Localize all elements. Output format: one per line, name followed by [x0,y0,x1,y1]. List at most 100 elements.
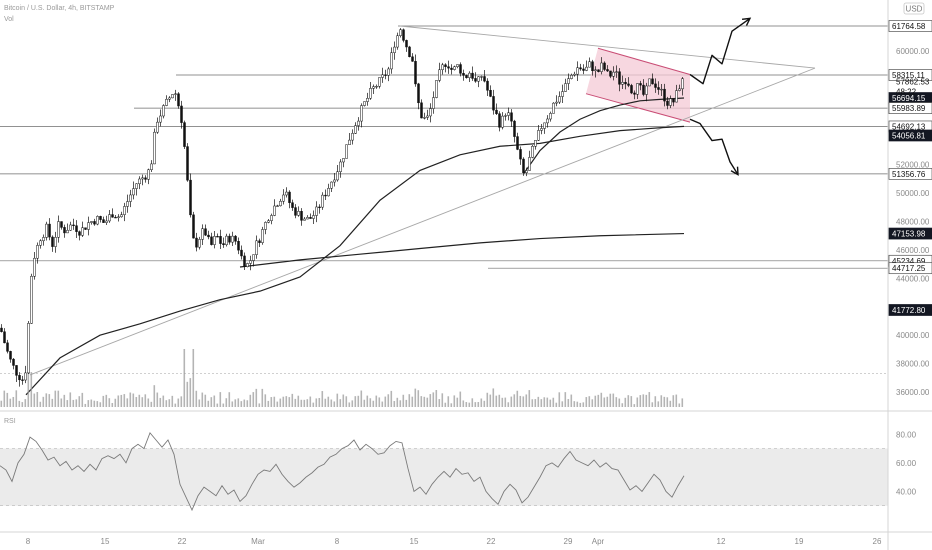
candle-body [633,92,636,95]
price-tick-label: 46000.00 [896,246,930,255]
price-tag-label: 54692.13 [892,122,926,131]
candle-body [429,108,432,117]
price-tag-box [888,262,932,275]
candle-body [42,237,45,242]
volume-bar [264,394,267,407]
candle-body [336,171,339,181]
candle-body [117,216,120,218]
candle-body [24,372,27,381]
candle-body [402,29,405,41]
volume-bar [39,401,42,407]
volume-bar [183,349,186,407]
candle-body [420,102,423,119]
price-axis: 36000.00 38000.00 40000.00 44000.00 46000.00… [887,0,932,550]
candle-body [15,365,18,376]
candle-body [468,72,471,78]
candle-body [579,67,582,70]
price-tag-label: 44717.25 [892,264,926,273]
candle-body [294,207,297,216]
price-tag-label: 41772.80 [892,306,926,315]
candle-body [615,71,618,73]
volume-bar [303,399,306,407]
volume-bar [678,403,681,407]
volume-bar [480,398,483,407]
candle-body [597,69,600,72]
volume-bar [558,392,561,407]
currency-box[interactable] [903,2,925,15]
volume-bar [570,394,573,407]
volume-bar [582,402,585,407]
candle-body [66,229,69,234]
volume-bar [171,395,174,407]
rsi-tick-label: 80.00 [896,430,917,439]
candle-body [273,205,276,216]
volume-bar [159,397,162,407]
candle-body [525,170,528,173]
volume-bar [462,400,465,407]
volume-bar [372,400,375,407]
volume-bar [525,394,528,407]
volume-bar [210,397,213,407]
volume-bar [6,392,9,407]
candle-body [93,221,96,225]
candle-body [624,81,627,85]
candle-body [588,61,591,68]
candle-body [249,260,252,264]
volume-bar [654,396,657,407]
candle-body [603,62,606,70]
candle-body [21,379,24,381]
volume-bar [0,400,3,407]
price-tag-label: 51356.76 [892,170,926,179]
volume-bar [42,396,45,407]
volume-bar [87,400,90,407]
candle-body [189,179,192,216]
candle-body [537,130,540,141]
volume-bar [117,395,120,407]
volume-bar [291,393,294,407]
volume-bar [351,400,354,407]
volume-bar [189,378,192,407]
symbol-title: Bitcoin / U.S. Dollar, 4h, BITSTAMP [4,5,115,12]
volume-bar [339,399,342,407]
volume-bar [468,402,471,407]
volume-bar [48,394,51,407]
volume-bar [453,395,456,407]
volume-bar [243,399,246,407]
candle-body [279,200,282,207]
price-tag-box [888,129,932,142]
candle-body [147,169,150,180]
candle-body [393,46,396,53]
candle-body [645,85,648,95]
candle-body [126,201,129,207]
volume-bars [0,349,684,407]
time-tick-label: 15 [101,537,110,546]
candle-body [444,64,447,67]
volume-bar [465,402,468,407]
candle-body [129,194,132,202]
candle-body [681,78,684,90]
candle-body [495,109,498,114]
time-tick-label: 19 [795,537,804,546]
candle-body [555,101,558,104]
volume-bar [294,398,297,407]
candle-body [231,235,234,243]
candle-body [111,214,114,218]
candle-body [414,61,417,85]
candle-body [396,35,399,48]
volume-bar [165,400,168,407]
candle-body [474,78,477,82]
candle-body [297,211,300,216]
candle-body [180,105,183,123]
candle-body [276,205,279,207]
volume-bar [45,393,48,407]
candle-body [471,72,474,79]
volume-bar [513,394,516,407]
volume-bar [438,399,441,407]
volume-bar [192,349,195,407]
candle-body [105,220,108,223]
volume-bar [24,399,27,407]
candle-body [636,83,639,95]
volume-bar [63,394,66,407]
